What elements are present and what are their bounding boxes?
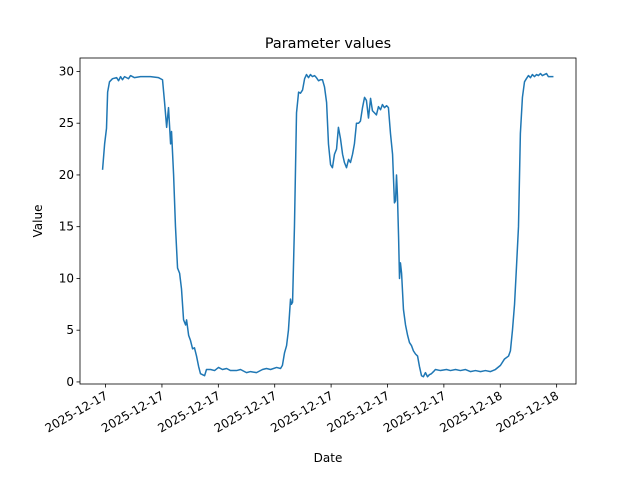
y-tick-label: 25 (59, 116, 74, 130)
y-tick-label: 10 (59, 271, 74, 285)
x-axis-label: Date (314, 451, 343, 465)
data-line (101, 72, 554, 378)
y-tick-label: 5 (66, 323, 74, 337)
y-tick-label: 20 (59, 168, 74, 182)
y-tick-label: 0 (66, 375, 74, 389)
plot-frame (79, 57, 577, 385)
y-axis-label: Value (31, 205, 45, 238)
y-tick-label: 30 (59, 64, 74, 78)
y-tick-label: 15 (59, 220, 74, 234)
chart-title: Parameter values (265, 36, 391, 52)
